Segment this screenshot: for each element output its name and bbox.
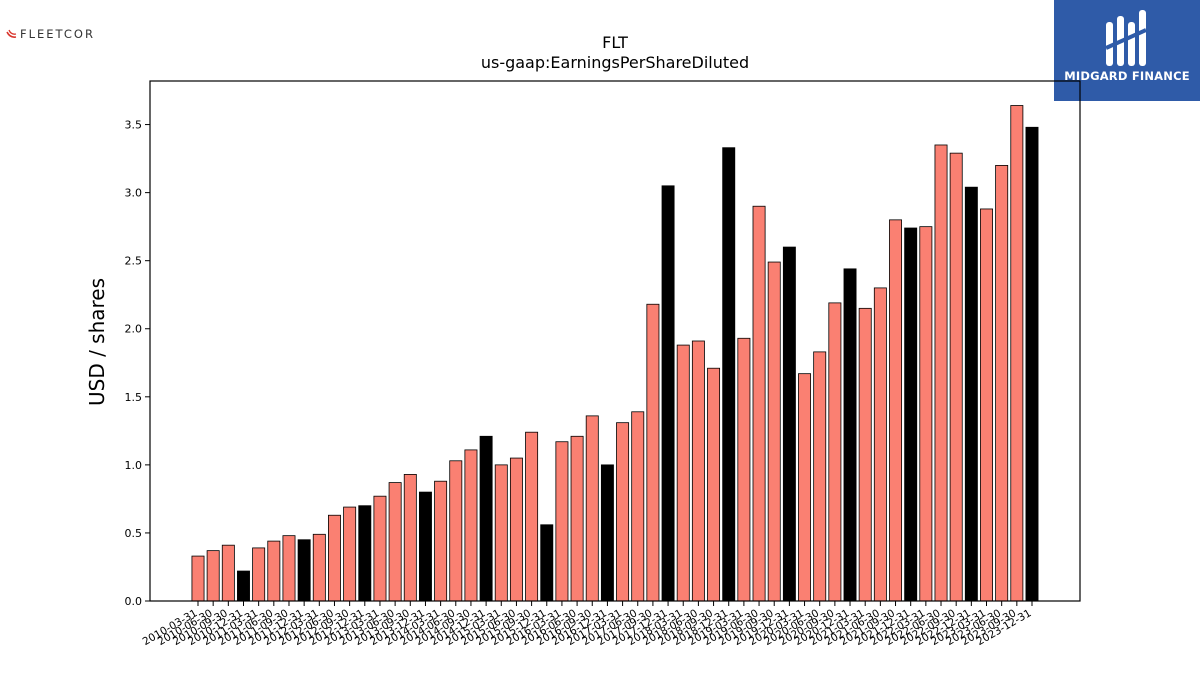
- midgard-finance-logo-text: MIDGARD FINANCE: [1064, 69, 1190, 83]
- y-tick-label: 1.0: [125, 459, 143, 472]
- bar-2017-03-31: [616, 422, 630, 602]
- bar-2022-09-30: [949, 152, 963, 602]
- bar-2014-09-30: [464, 449, 478, 602]
- plot-frame: [149, 80, 1081, 602]
- bar-2023-12-31: [1025, 126, 1039, 602]
- bar-2011-06-30: [267, 540, 281, 602]
- y-tick-label: 2.0: [125, 323, 143, 336]
- bar-2017-09-30: [646, 303, 660, 602]
- bar-2019-03-31: [737, 337, 751, 602]
- bar-2012-09-30: [343, 506, 357, 602]
- fleetcor-swoosh-icon: [6, 29, 17, 38]
- y-tick-label: 0.0: [125, 595, 143, 608]
- bar-2019-12-31: [782, 246, 796, 602]
- chart-subtitle: us-gaap:EarningsPerShareDiluted: [481, 53, 749, 72]
- bar-2020-03-31: [798, 373, 812, 602]
- y-tick-label: 3.5: [125, 119, 143, 132]
- bar-2021-03-31: [858, 307, 872, 602]
- bar-2019-09-30: [767, 261, 781, 602]
- bar-2012-06-30: [328, 514, 341, 602]
- fleetcor-logo: FLEETCOR: [6, 27, 95, 41]
- y-tick-label: 2.5: [125, 255, 143, 268]
- bar-2013-12-31: [418, 491, 432, 602]
- x-axis-ticks: 2010-03-312010-06-302010-09-302010-12-31…: [141, 601, 1034, 648]
- bar-2021-12-31: [904, 227, 918, 602]
- y-tick-label: 3.0: [125, 187, 143, 200]
- y-tick-label: 0.5: [125, 527, 143, 540]
- bar-2017-12-31: [661, 185, 675, 602]
- bar-2022-12-31: [964, 186, 978, 602]
- bar-2022-03-31: [919, 226, 933, 602]
- bar-2020-09-30: [828, 302, 842, 602]
- y-axis-label: USD / shares: [85, 278, 109, 406]
- y-tick-label: 1.5: [125, 391, 143, 404]
- bar-2016-09-30: [585, 415, 599, 602]
- bar-2021-06-30: [873, 287, 887, 602]
- bar-2016-12-31: [600, 464, 614, 602]
- bar-2013-09-30: [403, 474, 417, 602]
- bar-2014-12-31: [479, 435, 493, 602]
- bar-2023-09-30: [1010, 105, 1024, 602]
- bar-2023-03-31: [980, 208, 993, 602]
- bar-2014-03-31: [434, 480, 448, 602]
- bar-2023-06-30: [995, 164, 1009, 602]
- bar-2015-06-30: [509, 457, 523, 602]
- midgard-emblem-icon: [1105, 10, 1147, 66]
- bar-2010-12-31: [237, 570, 250, 602]
- bar-2014-06-30: [449, 460, 463, 602]
- midgard-finance-logo: MIDGARD FINANCE: [1054, 0, 1200, 101]
- bar-2013-03-31: [373, 495, 387, 602]
- bar-2012-03-31: [312, 533, 326, 602]
- bar-2015-12-31: [540, 524, 554, 602]
- bar-2018-09-30: [707, 367, 721, 602]
- bar-2018-03-31: [676, 344, 690, 602]
- bar-2016-03-31: [555, 441, 569, 602]
- bar-2020-06-30: [813, 351, 827, 602]
- bar-2015-09-30: [525, 431, 539, 602]
- bar-2018-06-30: [691, 340, 705, 602]
- bar-2019-06-30: [752, 205, 766, 602]
- bar-2011-09-30: [282, 535, 296, 602]
- bar-series: [191, 105, 1039, 602]
- bar-2011-12-31: [297, 539, 311, 602]
- bar-2010-09-30: [221, 544, 235, 602]
- bar-2020-12-31: [843, 268, 857, 602]
- bar-2012-12-31: [358, 505, 372, 602]
- bar-2018-12-31: [722, 147, 736, 602]
- bar-2015-03-31: [494, 464, 508, 602]
- bar-2021-09-30: [889, 219, 902, 602]
- bar-2011-03-31: [252, 547, 266, 602]
- bar-2010-06-30: [206, 550, 220, 602]
- bar-2010-03-31: [191, 555, 205, 602]
- fleetcor-logo-text: FLEETCOR: [20, 27, 95, 41]
- bar-2013-06-30: [388, 482, 402, 602]
- bar-2017-06-30: [631, 411, 645, 602]
- chart-title: FLT: [602, 33, 628, 52]
- y-axis-ticks: 0.0 0.5 1.0 1.5 2.0 2.5 3.0 3.5: [125, 119, 150, 608]
- bar-2016-06-30: [570, 435, 584, 602]
- bar-2022-06-30: [934, 144, 948, 602]
